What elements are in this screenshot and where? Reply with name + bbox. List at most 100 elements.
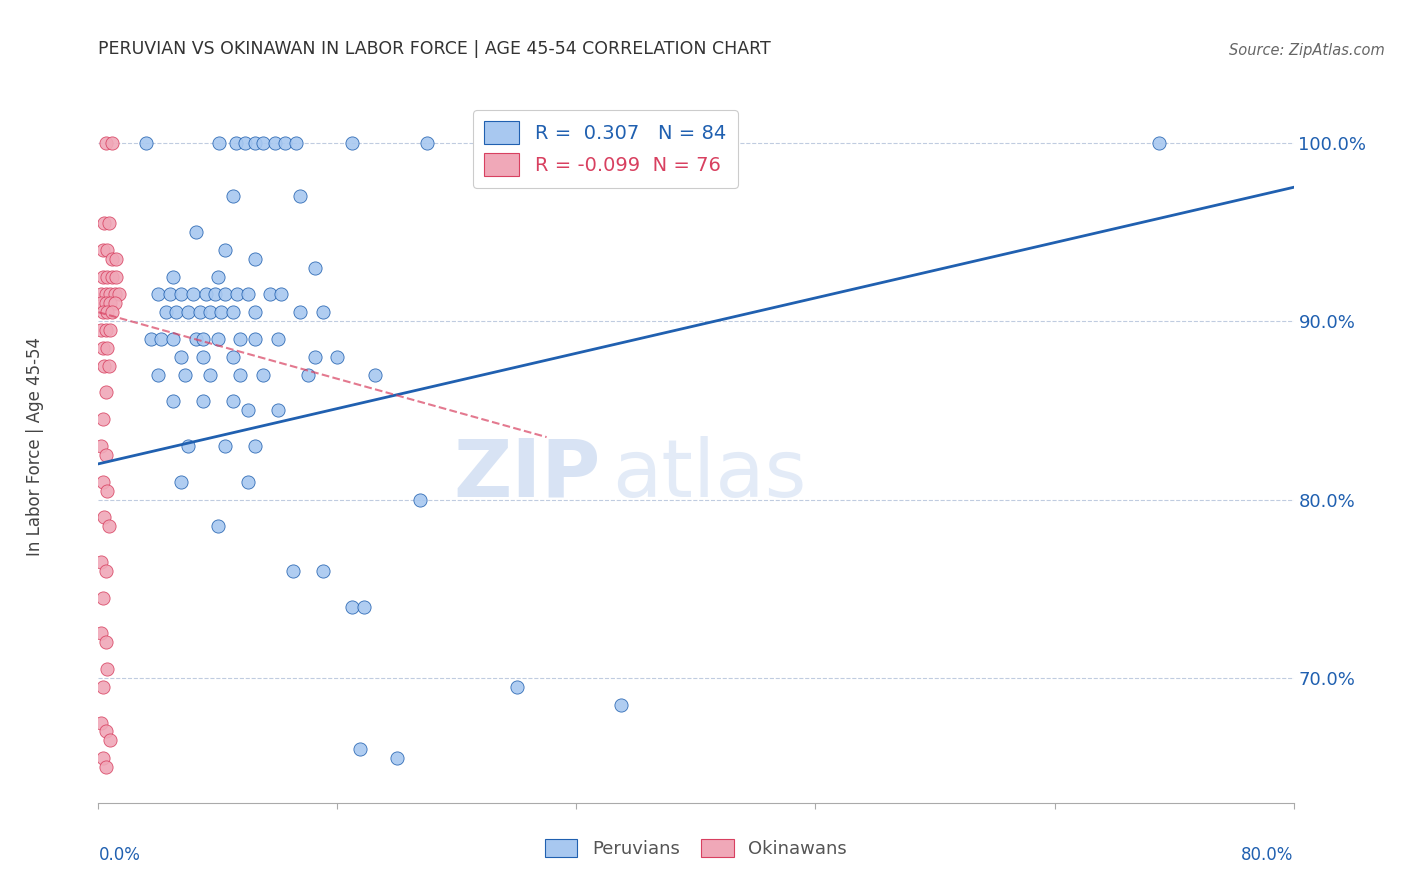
Point bbox=[297, 368, 319, 382]
Text: In Labor Force | Age 45-54: In Labor Force | Age 45-54 bbox=[27, 336, 44, 556]
Point bbox=[93, 510, 115, 524]
Point bbox=[90, 296, 112, 310]
Point bbox=[408, 492, 430, 507]
Point bbox=[169, 475, 191, 489]
Point bbox=[91, 412, 114, 426]
Point bbox=[148, 287, 170, 301]
Point bbox=[96, 662, 118, 676]
Point bbox=[101, 252, 124, 266]
Point bbox=[207, 519, 229, 533]
Point bbox=[162, 394, 184, 409]
Point bbox=[204, 287, 226, 301]
Point bbox=[94, 296, 117, 310]
Point bbox=[94, 323, 117, 337]
Point bbox=[225, 136, 247, 150]
Point bbox=[342, 136, 364, 150]
Point bbox=[214, 243, 236, 257]
Point bbox=[105, 269, 128, 284]
Point bbox=[90, 439, 112, 453]
Point bbox=[165, 305, 187, 319]
Point bbox=[267, 332, 290, 346]
Point bbox=[90, 555, 112, 569]
Point bbox=[222, 305, 245, 319]
Point bbox=[177, 305, 200, 319]
Point bbox=[94, 136, 117, 150]
Point bbox=[91, 341, 114, 355]
Point bbox=[184, 332, 207, 346]
Point bbox=[90, 715, 112, 730]
Text: 80.0%: 80.0% bbox=[1241, 846, 1294, 863]
Point bbox=[191, 350, 214, 364]
Point bbox=[169, 350, 191, 364]
Point bbox=[610, 698, 633, 712]
Point bbox=[311, 305, 333, 319]
Point bbox=[139, 332, 162, 346]
Point bbox=[191, 332, 214, 346]
Point bbox=[513, 136, 536, 150]
Point bbox=[349, 742, 371, 756]
Text: PERUVIAN VS OKINAWAN IN LABOR FORCE | AGE 45-54 CORRELATION CHART: PERUVIAN VS OKINAWAN IN LABOR FORCE | AG… bbox=[98, 40, 770, 58]
Point bbox=[222, 189, 245, 203]
Point bbox=[214, 439, 236, 453]
Point bbox=[96, 483, 118, 498]
Point bbox=[214, 287, 236, 301]
Point bbox=[148, 368, 170, 382]
Point bbox=[259, 287, 281, 301]
Point bbox=[191, 394, 214, 409]
Point bbox=[181, 287, 204, 301]
Point bbox=[274, 136, 297, 150]
Point bbox=[97, 359, 120, 373]
Point bbox=[101, 136, 124, 150]
Point bbox=[104, 287, 127, 301]
Point bbox=[200, 305, 222, 319]
Point bbox=[229, 368, 252, 382]
Point bbox=[162, 269, 184, 284]
Point bbox=[91, 591, 114, 605]
Point bbox=[267, 403, 290, 417]
Point bbox=[96, 243, 118, 257]
Point bbox=[353, 599, 375, 614]
Text: Source: ZipAtlas.com: Source: ZipAtlas.com bbox=[1229, 43, 1385, 58]
Point bbox=[177, 439, 200, 453]
Point bbox=[281, 564, 304, 578]
Point bbox=[162, 332, 184, 346]
Point bbox=[90, 323, 112, 337]
Text: 0.0%: 0.0% bbox=[98, 846, 141, 863]
Point bbox=[101, 305, 124, 319]
Point bbox=[98, 733, 122, 747]
Point bbox=[385, 751, 409, 765]
Point bbox=[195, 287, 218, 301]
Point bbox=[96, 341, 118, 355]
Point bbox=[200, 368, 222, 382]
Point bbox=[222, 350, 245, 364]
Point bbox=[98, 296, 122, 310]
Point bbox=[236, 403, 259, 417]
Point bbox=[159, 287, 181, 301]
Point bbox=[226, 287, 249, 301]
Point bbox=[91, 243, 114, 257]
Point bbox=[93, 359, 115, 373]
Point bbox=[245, 332, 267, 346]
Point bbox=[245, 252, 267, 266]
Point bbox=[93, 216, 115, 230]
Point bbox=[96, 305, 118, 319]
Point bbox=[222, 394, 245, 409]
Point bbox=[94, 564, 117, 578]
Point bbox=[207, 269, 229, 284]
Point bbox=[506, 680, 529, 694]
Point bbox=[91, 680, 114, 694]
Point bbox=[1147, 136, 1170, 150]
Point bbox=[229, 332, 252, 346]
Point bbox=[311, 564, 333, 578]
Point bbox=[416, 136, 439, 150]
Point bbox=[288, 305, 311, 319]
Point bbox=[245, 305, 267, 319]
Point bbox=[91, 305, 114, 319]
Text: ZIP: ZIP bbox=[453, 435, 600, 514]
Point bbox=[155, 305, 177, 319]
Point bbox=[364, 368, 387, 382]
Point bbox=[90, 287, 112, 301]
Point bbox=[342, 599, 364, 614]
Point bbox=[270, 287, 292, 301]
Point bbox=[284, 136, 307, 150]
